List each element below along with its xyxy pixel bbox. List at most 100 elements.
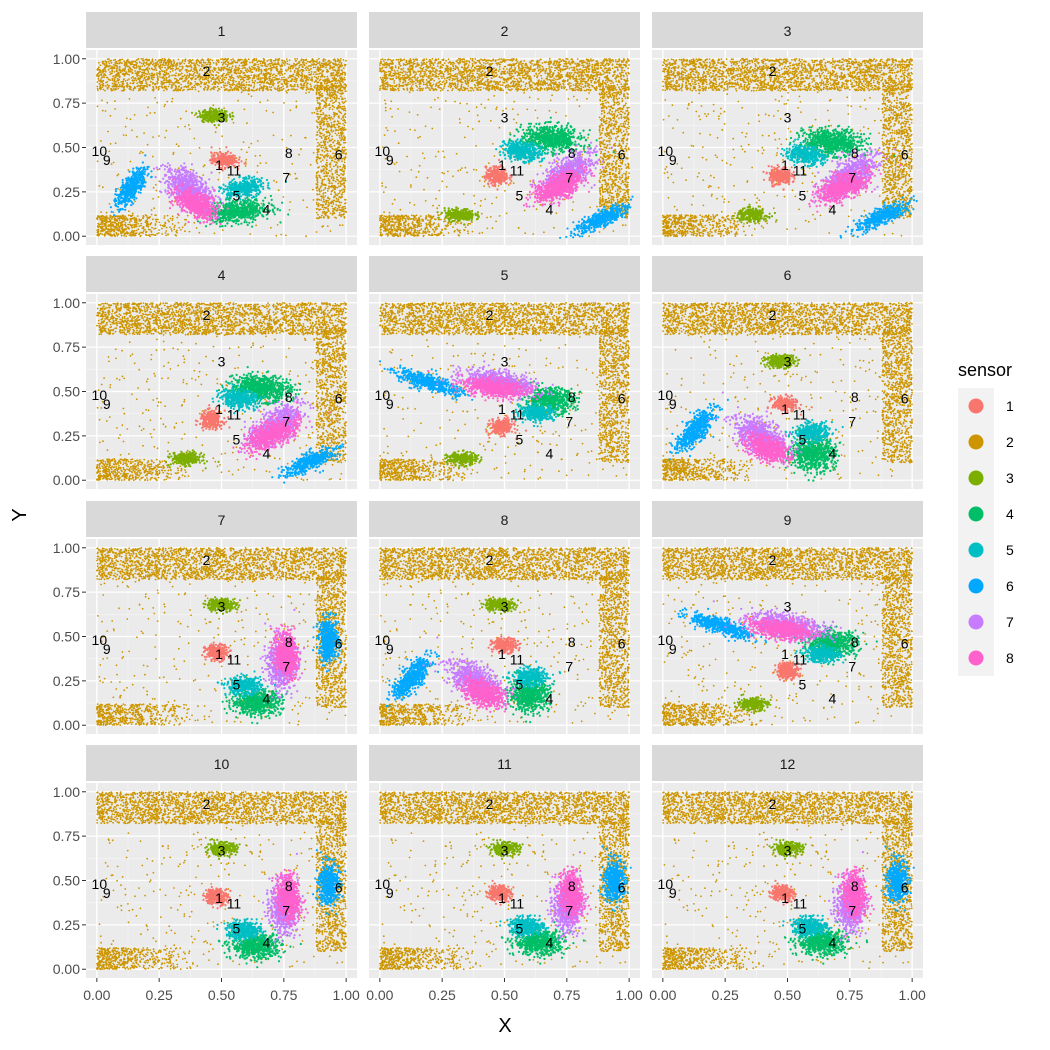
point-sensor-2: [158, 73, 160, 75]
point-sensor-2: [111, 67, 113, 69]
point-sensor-2: [130, 82, 132, 84]
point-sensor-2: [115, 63, 117, 65]
point-sensor-2: [191, 62, 193, 64]
point-sensor-2: [232, 65, 234, 67]
point-sensor-2: [291, 80, 293, 82]
point-sensor-2: [183, 63, 185, 65]
point-sensor-2: [173, 61, 175, 63]
point-sensor-2: [229, 67, 231, 69]
point-sensor-2: [266, 86, 268, 88]
point-sensor-2: [294, 58, 296, 60]
point-sensor-2: [281, 64, 283, 66]
point-sensor-2: [320, 69, 322, 71]
point-sensor-2: [228, 68, 230, 70]
point-sensor-2: [182, 61, 184, 63]
point-sensor-2: [232, 77, 234, 79]
point-sensor-2: [137, 77, 139, 79]
point-sensor-2: [161, 66, 163, 68]
point-sensor-2: [335, 63, 337, 65]
point-sensor-2: [321, 73, 323, 75]
point-sensor-2: [324, 83, 326, 85]
point-sensor-2: [325, 78, 327, 80]
point-sensor-2: [246, 82, 248, 84]
point-sensor-2: [306, 88, 308, 90]
point-sensor-2: [207, 80, 209, 82]
point-sensor-2: [287, 89, 289, 91]
point-sensor-2: [301, 58, 303, 60]
point-sensor-2: [129, 66, 131, 68]
point-sensor-2: [243, 72, 245, 74]
point-sensor-2: [286, 58, 288, 60]
point-sensor-2: [322, 76, 324, 78]
point-sensor-2: [121, 62, 123, 64]
point-sensor-2: [313, 64, 315, 66]
point-sensor-2: [116, 62, 118, 64]
point-sensor-2: [257, 64, 259, 66]
point-sensor-2: [127, 79, 129, 81]
point-sensor-2: [244, 89, 246, 91]
point-sensor-2: [211, 70, 213, 72]
point-sensor-2: [172, 82, 174, 84]
point-sensor-2: [283, 60, 285, 62]
point-sensor-2: [292, 66, 294, 68]
point-sensor-2: [201, 81, 203, 83]
point-sensor-2: [248, 81, 250, 83]
point-sensor-2: [250, 68, 252, 70]
point-sensor-2: [297, 63, 299, 65]
point-sensor-2: [179, 66, 181, 68]
point-sensor-2: [297, 73, 299, 75]
point-sensor-2: [142, 60, 144, 62]
point-sensor-2: [227, 64, 229, 66]
point-sensor-2: [228, 74, 230, 76]
point-sensor-2: [301, 78, 303, 80]
point-sensor-2: [216, 59, 218, 61]
point-sensor-2: [169, 83, 171, 85]
point-sensor-2: [123, 86, 125, 88]
point-sensor-2: [122, 68, 124, 70]
point-sensor-2: [319, 80, 321, 82]
point-sensor-2: [195, 89, 197, 91]
point-sensor-2: [336, 82, 338, 84]
point-sensor-2: [146, 76, 148, 78]
point-sensor-2: [326, 83, 328, 85]
point-sensor-2: [218, 83, 220, 85]
point-sensor-2: [308, 88, 310, 90]
point-sensor-2: [190, 78, 192, 80]
point-sensor-2: [234, 70, 236, 72]
point-sensor-2: [251, 68, 253, 70]
point-sensor-2: [215, 86, 217, 88]
point-sensor-2: [329, 86, 331, 88]
point-sensor-2: [344, 77, 346, 79]
point-sensor-2: [123, 88, 125, 90]
point-sensor-2: [207, 85, 209, 87]
point-sensor-2: [337, 75, 339, 77]
point-sensor-2: [201, 58, 203, 60]
point-sensor-2: [292, 74, 294, 76]
point-sensor-2: [288, 64, 290, 66]
point-sensor-2: [316, 59, 318, 61]
point-sensor-2: [133, 78, 135, 80]
point-sensor-2: [169, 65, 171, 67]
point-sensor-2: [192, 59, 194, 61]
point-sensor-2: [157, 63, 159, 65]
point-sensor-2: [132, 76, 134, 78]
point-sensor-2: [193, 73, 195, 75]
point-sensor-2: [295, 68, 297, 70]
point-sensor-2: [242, 64, 244, 66]
point-sensor-2: [280, 79, 282, 81]
point-sensor-2: [268, 59, 270, 61]
point-sensor-2: [183, 89, 185, 91]
point-sensor-2: [111, 70, 113, 72]
point-sensor-2: [162, 63, 164, 65]
point-sensor-2: [272, 85, 274, 87]
point-sensor-2: [233, 60, 235, 62]
point-sensor-2: [218, 61, 220, 63]
point-sensor-2: [237, 83, 239, 85]
point-sensor-2: [267, 64, 269, 66]
point-sensor-2: [231, 74, 233, 76]
point-sensor-2: [289, 75, 291, 77]
point-sensor-2: [300, 80, 302, 82]
point-sensor-2: [296, 58, 298, 60]
point-sensor-2: [187, 89, 189, 91]
point-sensor-2: [327, 78, 329, 80]
